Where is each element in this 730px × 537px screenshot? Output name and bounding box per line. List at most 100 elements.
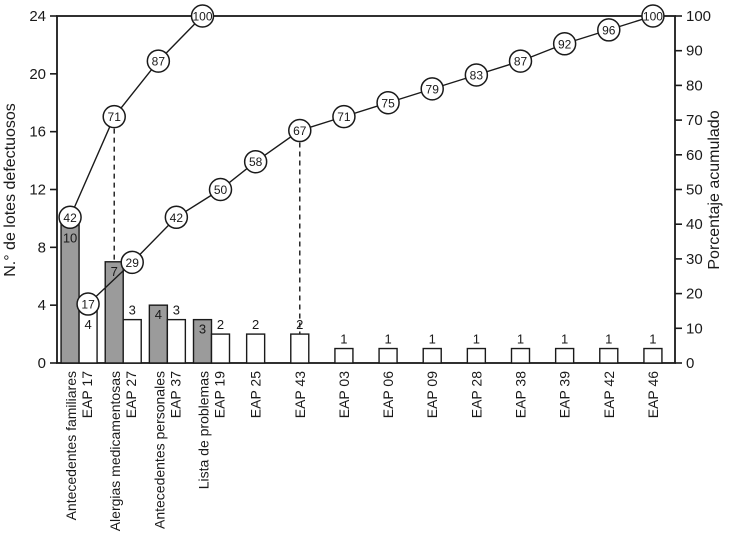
cumulative-point-value: 83 <box>470 68 484 82</box>
right-axis-tick-label: 30 <box>686 251 703 268</box>
cumulative-point <box>288 118 312 143</box>
category-code-label: EAP 19 <box>212 371 228 418</box>
cumulative-point <box>420 77 444 101</box>
bar-value-label: 1 <box>605 332 612 347</box>
cumulative-point <box>76 292 100 316</box>
category-code-label: EAP 17 <box>79 371 95 418</box>
bar-value-label: 1 <box>340 332 347 347</box>
category-code-label: EAP 28 <box>468 371 484 418</box>
bar-value-label: 4 <box>155 307 162 322</box>
category-name-label: Antecedentes personales <box>151 371 167 529</box>
bar-value-label: 3 <box>173 303 180 318</box>
bar-white <box>510 347 531 364</box>
left-axis-tick-label: 4 <box>38 297 46 314</box>
bar-value-label: 10 <box>63 230 77 245</box>
cumulative-point <box>376 91 400 115</box>
bar-value-label: 1 <box>649 332 656 347</box>
left-axis-tick-label: 12 <box>29 182 46 199</box>
bar-white <box>245 333 266 364</box>
left-axis-tick-label: 24 <box>29 8 46 25</box>
bar-value-label: 1 <box>429 332 436 347</box>
cumulative-point-value: 71 <box>108 110 122 124</box>
cumulative-point-value: 29 <box>126 256 140 270</box>
cumulative-point-value: 67 <box>293 124 307 138</box>
category-code-label: EAP 38 <box>513 371 529 418</box>
bar-value-label: 1 <box>384 332 391 347</box>
category-code-label: EAP 03 <box>336 371 352 418</box>
cumulative-point <box>120 250 144 275</box>
bar-value-label: 2 <box>296 317 303 332</box>
left-axis-title: N.° de lotes defectuosos <box>2 103 19 277</box>
right-axis-tick-label: 20 <box>686 286 703 303</box>
cumulative-point <box>190 4 215 28</box>
bar-value-label: 1 <box>561 332 568 347</box>
category-name-label: Lista de problemas <box>196 371 212 489</box>
bar-white <box>334 347 354 364</box>
category-code-label: EAP 46 <box>645 371 661 418</box>
category-code-label: EAP 09 <box>424 371 440 418</box>
bar-white <box>599 347 619 364</box>
bar-white <box>466 347 487 364</box>
bar-white <box>290 333 310 364</box>
bar-value-label: 2 <box>217 317 224 332</box>
bar-white <box>210 333 231 364</box>
bar-value-label: 1 <box>473 332 480 347</box>
cumulative-point <box>508 49 533 73</box>
cumulative-point <box>332 104 356 129</box>
bar-value-label: 3 <box>129 303 136 318</box>
cumulative-point <box>164 205 189 230</box>
cumulative-point <box>243 149 268 174</box>
left-axis-tick-label: 20 <box>29 66 46 83</box>
right-axis-tick-label: 0 <box>686 355 694 372</box>
cumulative-point <box>464 63 489 87</box>
bar-gray <box>104 261 124 364</box>
bar-value-label: 4 <box>84 317 91 332</box>
right-axis-tick-label: 50 <box>686 182 703 199</box>
bar-value-label: 3 <box>199 322 206 337</box>
category-code-label: EAP 25 <box>248 371 264 418</box>
category-code-label: EAP 42 <box>601 371 617 418</box>
cumulative-point-value: 100 <box>643 10 663 24</box>
right-axis-tick-label: 70 <box>686 112 703 129</box>
cumulative-point-value: 92 <box>558 37 572 51</box>
right-axis-title: Porcentaje acumulado <box>706 110 723 269</box>
bar-white <box>554 347 575 364</box>
category-code-label: EAP 06 <box>380 371 396 418</box>
bar-white <box>643 347 663 364</box>
dashed-drops-layer <box>113 128 301 335</box>
cumulative-point-value: 100 <box>192 10 212 24</box>
bar-white <box>166 318 187 364</box>
category-labels-layer: Antecedentes familiares EAP 17 Alergias me… <box>63 371 661 531</box>
cumulative-point <box>641 4 665 28</box>
cumulative-point-value: 42 <box>170 211 184 225</box>
bar-value-label: 7 <box>111 264 118 279</box>
category-code-label: EAP 39 <box>557 371 573 418</box>
cumulative-point-value: 17 <box>81 298 95 312</box>
category-name-label: Alergias medicamentosas <box>107 371 123 531</box>
category-name-label: Antecedentes familiares <box>63 371 79 520</box>
cumulative-point-value: 96 <box>602 23 616 37</box>
left-axis-tick-label: 16 <box>29 124 46 141</box>
cumulative-point-value: 58 <box>249 155 263 169</box>
cumulative-point-value: 42 <box>63 211 77 225</box>
right-axis-tick-label: 10 <box>686 320 703 337</box>
bar-value-label: 2 <box>252 317 259 332</box>
bar-white <box>122 318 142 364</box>
left-axis-tick-label: 8 <box>38 239 46 256</box>
bar-value-label: 1 <box>517 332 524 347</box>
cumulative-point-value: 79 <box>426 82 440 96</box>
cumulative-point <box>146 49 171 73</box>
cumulative-point-value: 87 <box>514 55 528 69</box>
category-code-label: EAP 27 <box>123 371 139 418</box>
cumulative-point <box>102 104 126 129</box>
cumulative-line <box>87 15 654 305</box>
right-axis-tick-label: 100 <box>686 8 711 25</box>
category-code-label: EAP 43 <box>292 371 308 418</box>
category-code-label: EAP 37 <box>167 371 183 418</box>
bar-white <box>378 347 398 364</box>
cumulative-point <box>597 18 621 42</box>
